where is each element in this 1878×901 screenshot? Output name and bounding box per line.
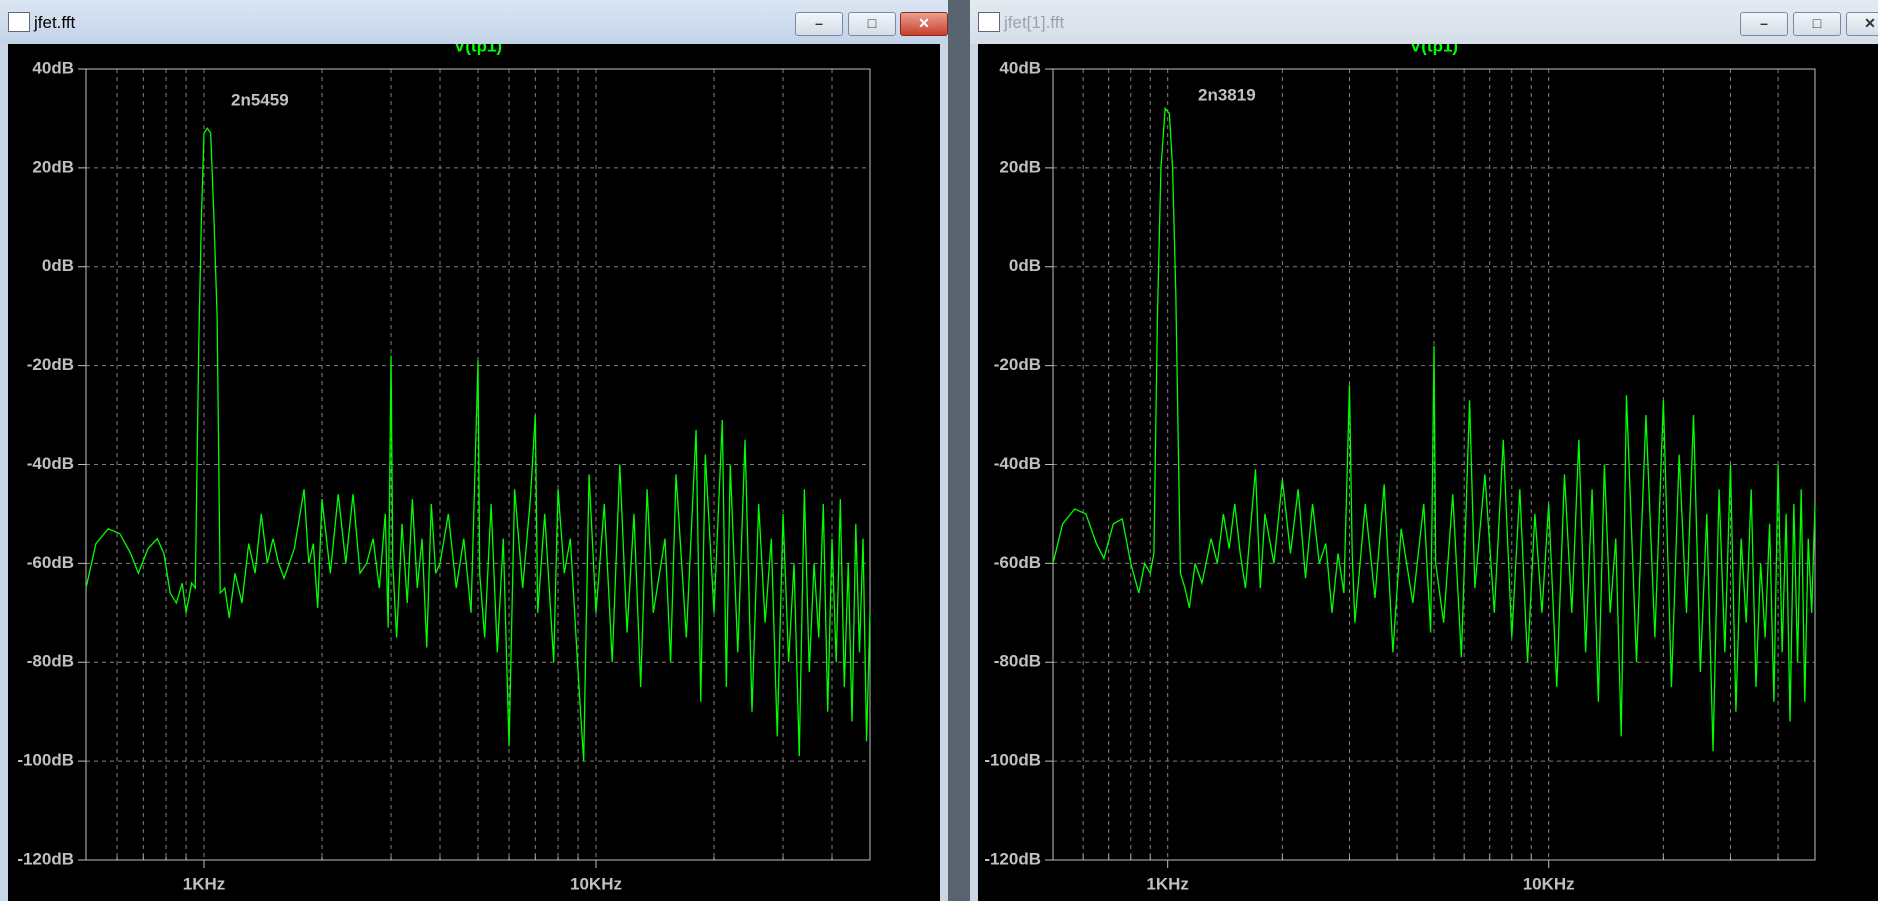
y-tick-label: -100dB: [984, 751, 1041, 770]
maximize-button[interactable]: □: [848, 12, 896, 36]
trace: [1052, 106, 1816, 752]
window-icon: [8, 12, 30, 32]
window-title: jfet[1].fft: [1004, 13, 1065, 32]
y-tick-label: 40dB: [32, 58, 74, 77]
y-tick-label: 0dB: [42, 256, 74, 275]
plot-frame: [85, 68, 871, 861]
plot-pane: V(tp1) 40dB 20dB 0dB -20dB -40dB -60dB -80dB -10…: [8, 44, 940, 901]
x-tick-label: 10KHz: [570, 874, 622, 893]
window: jfet[1].fft – □ ✕ V(tp1) 40dB 20dB 0dB -20dB…: [970, 0, 1878, 901]
y-tick-label: -40dB: [994, 454, 1041, 473]
y-tick-label: -100dB: [17, 751, 74, 770]
annotation: 2n5459: [231, 90, 289, 109]
y-tick-label: -120dB: [17, 849, 74, 868]
trace: [85, 127, 871, 762]
y-tick-label: -60dB: [27, 553, 74, 572]
maximize-button[interactable]: □: [1793, 12, 1841, 36]
y-tick-label: -120dB: [984, 849, 1041, 868]
chart-title: V(tp1): [454, 44, 502, 55]
window: jfet.fft – □ ✕ V(tp1) 40dB 20dB 0dB -20dB -40…: [0, 0, 948, 901]
y-tick-label: 40dB: [999, 58, 1041, 77]
y-tick-label: -80dB: [27, 652, 74, 671]
title-bar[interactable]: jfet.fft – □ ✕: [0, 0, 948, 44]
chart-title: V(tp1): [1410, 44, 1458, 55]
plot-pane: V(tp1) 40dB 20dB 0dB -20dB -40dB -60dB -80dB -10…: [978, 44, 1878, 901]
close-button[interactable]: ✕: [900, 12, 948, 36]
plot-frame: [1052, 68, 1816, 861]
y-tick-label: 0dB: [1009, 256, 1041, 275]
y-tick-label: 20dB: [32, 157, 74, 176]
y-tick-label: -20dB: [27, 355, 74, 374]
y-tick-label: 20dB: [999, 157, 1041, 176]
y-tick-label: -60dB: [994, 553, 1041, 572]
title-bar[interactable]: jfet[1].fft – □ ✕: [970, 0, 1878, 44]
y-tick-label: -40dB: [27, 454, 74, 473]
window-icon: [978, 12, 1000, 32]
minimize-button[interactable]: –: [795, 12, 843, 36]
close-button[interactable]: ✕: [1846, 12, 1878, 36]
y-tick-label: -20dB: [994, 355, 1041, 374]
annotation: 2n3819: [1198, 85, 1256, 104]
minimize-button[interactable]: –: [1740, 12, 1788, 36]
x-tick-label: 1KHz: [183, 874, 226, 893]
x-tick-label: 10KHz: [1523, 874, 1575, 893]
y-tick-label: -80dB: [994, 652, 1041, 671]
window-title: jfet.fft: [34, 13, 76, 32]
x-tick-label: 1KHz: [1146, 874, 1189, 893]
